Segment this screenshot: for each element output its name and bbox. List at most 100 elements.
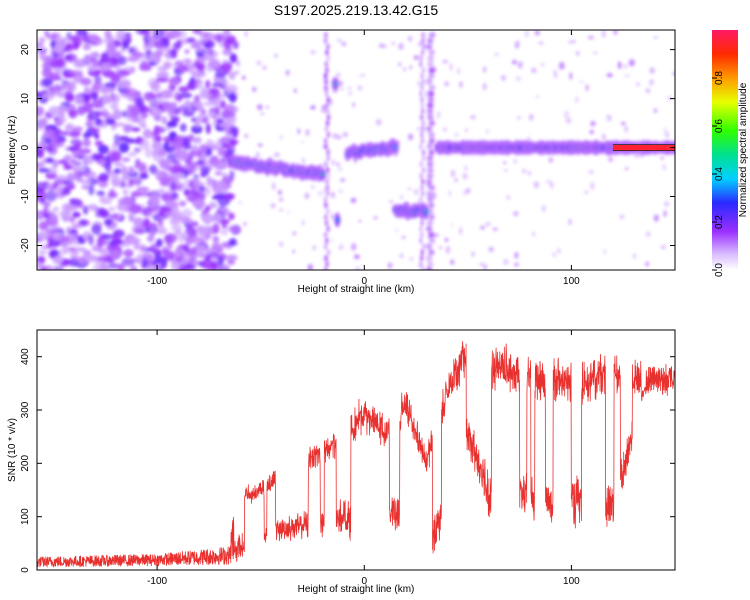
noise-speck [217, 256, 224, 268]
noise-streak [325, 167, 330, 174]
noise-speck [409, 257, 414, 261]
colorbar-label: Normalized spectral amplitude [738, 82, 749, 217]
noise-speck [85, 250, 92, 256]
noise-streak [324, 202, 328, 209]
noise-speck [195, 63, 206, 71]
noise-speck [218, 139, 231, 144]
noise-speck [459, 226, 462, 235]
noise-speck [60, 104, 66, 111]
snr-panel: -100 0 100 0 100 200 300 400 Height of straight… [7, 329, 676, 595]
noise-speck [522, 168, 526, 174]
noise-speck [321, 106, 327, 114]
noise-speck [244, 133, 249, 139]
noise-speck [585, 84, 589, 91]
noise-speck [436, 111, 441, 116]
noise-speck [302, 158, 305, 163]
noise-speck [274, 53, 278, 59]
noise-speck [40, 265, 48, 270]
noise-speck [137, 117, 146, 127]
noise-speck [64, 54, 73, 61]
noise-speck [399, 195, 403, 200]
noise-speck [399, 253, 404, 258]
noise-speck [664, 131, 670, 138]
noise-streak [326, 155, 331, 162]
noise-speck [542, 205, 546, 212]
noise-speck [39, 197, 46, 204]
noise-speck [201, 213, 214, 224]
noise-speck [147, 211, 154, 218]
noise-streak [421, 37, 425, 44]
noise-speck [527, 136, 531, 142]
noise-speck [62, 210, 72, 218]
spectrogram-signal [226, 77, 675, 228]
noise-speck [76, 165, 85, 172]
noise-streak [421, 149, 426, 156]
noise-speck [482, 82, 487, 91]
x-tick-label: 100 [563, 576, 580, 587]
noise-streak [425, 243, 433, 250]
noise-streak [420, 84, 424, 91]
noise-speck [301, 220, 305, 226]
noise-speck [57, 159, 67, 164]
noise-streak [326, 208, 330, 215]
noise-speck [336, 72, 341, 78]
noise-speck [636, 82, 640, 87]
noise-speck [606, 73, 613, 78]
noise-speck [61, 79, 70, 86]
noise-speck [37, 47, 48, 54]
noise-speck [74, 94, 84, 104]
noise-streak [426, 155, 434, 162]
noise-speck [485, 222, 491, 226]
noise-speck [155, 135, 162, 143]
noise-speck [662, 164, 666, 171]
colorbar-tick-label: 0.0 [714, 263, 725, 277]
noise-speck [201, 259, 214, 269]
noise-speck [257, 143, 263, 147]
noise-speck [128, 212, 135, 220]
noise-speck [211, 261, 218, 270]
noise-speck [202, 41, 215, 49]
noise-speck [645, 261, 649, 267]
noise-speck [53, 206, 59, 212]
noise-speck [418, 41, 422, 47]
signal-blob [336, 218, 339, 222]
noise-speck [357, 85, 363, 91]
noise-speck [113, 229, 125, 239]
noise-speck [191, 259, 199, 266]
noise-speck [444, 237, 449, 242]
noise-speck [125, 138, 136, 144]
noise-speck [649, 67, 655, 74]
noise-speck [199, 144, 208, 154]
noise-speck [163, 234, 173, 245]
noise-streak [428, 67, 435, 74]
spectrogram-noise [37, 30, 675, 270]
noise-speck [524, 30, 529, 38]
noise-speck [456, 67, 461, 75]
noise-speck [129, 68, 135, 74]
noise-speck [127, 95, 134, 102]
noise-streak [420, 220, 424, 226]
noise-speck [553, 252, 556, 258]
noise-speck [131, 127, 141, 132]
noise-speck [166, 120, 178, 128]
noise-speck [161, 37, 169, 46]
colorbar-ticks: 0.0 0.2 0.4 0.6 0.8 [712, 71, 725, 277]
noise-speck [70, 35, 81, 42]
noise-speck [278, 197, 284, 202]
noise-speck [156, 188, 166, 194]
noise-speck [513, 211, 519, 217]
noise-speck [181, 112, 194, 117]
colorbar-tick-label: 0.8 [714, 71, 725, 85]
noise-speck [227, 139, 239, 146]
noise-streak [421, 108, 425, 115]
noise-streak [427, 102, 434, 109]
noise-speck [125, 88, 138, 97]
noise-speck [96, 190, 105, 196]
noise-speck [180, 38, 190, 45]
noise-speck [120, 165, 128, 177]
noise-speck [183, 138, 190, 144]
noise-speck [279, 208, 283, 212]
noise-streak [420, 137, 424, 144]
noise-speck [628, 59, 635, 67]
